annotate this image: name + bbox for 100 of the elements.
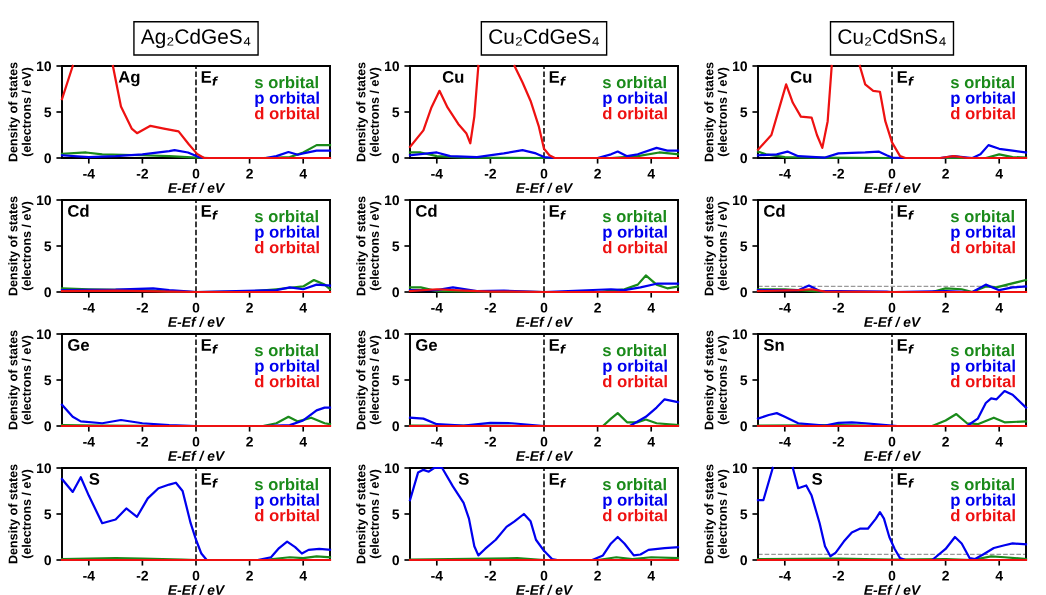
- x-tick-label: 0: [888, 570, 896, 581]
- y-tick-label: 5: [740, 241, 748, 252]
- x-tick-label: 4: [299, 168, 307, 179]
- x-axis-title: E-Ef / eV: [864, 316, 922, 328]
- text: s orbital: [602, 344, 666, 357]
- annotation: Cd: [416, 204, 437, 217]
- ref-line-label: E$_{f}$: [549, 473, 567, 488]
- series-label: p orbital: [951, 359, 1015, 376]
- x-axis-title: E-Ef / eV: [516, 316, 574, 328]
- x-tick-label: -4: [431, 302, 443, 313]
- series-label: p orbital: [603, 493, 667, 510]
- x-tick-label: -4: [779, 570, 791, 581]
- text: s orbital: [950, 210, 1014, 223]
- text: p orbital: [255, 225, 319, 242]
- x-tick-label: 0: [540, 168, 548, 179]
- annotation: Cd: [68, 204, 89, 217]
- text: d orbital: [602, 107, 667, 120]
- y-tick-label: 0: [740, 421, 748, 432]
- y-axis-title: Density of states (electrons / eV): [356, 330, 382, 430]
- x-tick-label: -4: [83, 436, 95, 447]
- text: s orbital: [254, 344, 318, 357]
- y-tick-label: 10: [385, 61, 400, 72]
- x-tick-label: 4: [299, 436, 307, 447]
- text: d orbital: [950, 241, 1015, 254]
- y-tick-label: 5: [740, 509, 748, 520]
- x-axis-title: E-Ef / eV: [516, 584, 574, 595]
- text: p orbital: [255, 91, 319, 108]
- y-tick-label: 5: [44, 241, 52, 252]
- x-tick-label: -2: [136, 570, 149, 581]
- x-tick-label: 2: [246, 168, 253, 179]
- x-tick-label: 2: [594, 436, 601, 447]
- x-tick-label: -2: [832, 570, 845, 581]
- text: s orbital: [602, 478, 666, 491]
- x-tick-label: 2: [594, 302, 601, 313]
- y-axis-title: Density of states (electrons / eV): [704, 62, 730, 162]
- x-tick-label: -2: [484, 168, 497, 179]
- series-label: p orbital: [255, 359, 319, 376]
- x-tick-label: 2: [246, 436, 253, 447]
- x-axis-title: E-Ef / eV: [864, 182, 922, 194]
- x-tick-label: 4: [299, 302, 307, 313]
- annotation: Ge: [68, 339, 90, 351]
- y-axis-title: Density of states (electrons / eV): [8, 62, 34, 162]
- ref-line-label: E$_{f}$: [549, 71, 567, 86]
- y-tick-label: 0: [392, 555, 400, 566]
- y-tick-label: 5: [44, 375, 52, 386]
- text: p orbital: [603, 225, 667, 242]
- y-tick-label: 10: [385, 329, 400, 340]
- y-tick-label: 5: [392, 375, 400, 386]
- text: p orbital: [603, 91, 667, 108]
- x-axis-title: E-Ef / eV: [168, 584, 226, 595]
- x-tick-label: -2: [484, 570, 497, 581]
- y-tick-label: 0: [740, 555, 748, 566]
- x-tick-label: -2: [832, 302, 845, 313]
- x-tick-label: 0: [192, 436, 200, 447]
- y-tick-label: 5: [740, 375, 748, 386]
- x-tick-label: 2: [594, 570, 601, 581]
- x-tick-label: 2: [942, 168, 949, 179]
- y-tick-label: 5: [44, 509, 52, 520]
- x-tick-label: -4: [779, 302, 791, 313]
- x-tick-label: -2: [832, 168, 845, 179]
- x-axis-title: E-Ef / eV: [168, 182, 226, 194]
- x-axis-title: E-Ef / eV: [516, 182, 574, 194]
- text: d orbital: [254, 375, 319, 388]
- y-axis-title: Density of states (electrons / eV): [704, 330, 730, 430]
- x-tick-label: 2: [942, 570, 949, 581]
- x-tick-label: 4: [995, 302, 1003, 313]
- x-tick-label: -4: [431, 436, 443, 447]
- chart-title: Ag₂CdGeS₄: [140, 28, 251, 49]
- text: p orbital: [951, 91, 1015, 108]
- x-tick-label: 4: [647, 570, 655, 581]
- ref-line-label: E$_{f}$: [549, 205, 567, 220]
- x-tick-label: -4: [83, 302, 95, 313]
- y-tick-label: 0: [392, 421, 400, 432]
- annotation: S: [812, 473, 823, 485]
- y-tick-label: 0: [392, 287, 400, 298]
- annotation: Sn: [763, 339, 784, 351]
- x-tick-label: 0: [192, 570, 200, 581]
- y-tick-label: 10: [385, 195, 400, 206]
- y-tick-label: 0: [392, 153, 400, 164]
- y-tick-label: 10: [37, 329, 52, 340]
- x-tick-label: -2: [484, 436, 497, 447]
- text: s orbital: [602, 210, 666, 223]
- x-tick-label: -4: [83, 168, 95, 179]
- y-axis-title: Density of states (electrons / eV): [356, 464, 382, 564]
- ref-line-label: E$_{f}$: [897, 473, 915, 488]
- x-axis-title: E-Ef / eV: [516, 450, 574, 462]
- x-tick-label: -2: [832, 436, 845, 447]
- y-tick-label: 5: [44, 107, 52, 118]
- annotation: S: [89, 473, 100, 485]
- x-tick-label: 0: [192, 302, 200, 313]
- y-tick-label: 0: [44, 287, 52, 298]
- annotation: Ag: [118, 71, 140, 87]
- x-tick-label: 2: [942, 302, 949, 313]
- series-label: p orbital: [951, 493, 1015, 510]
- x-tick-label: 4: [995, 570, 1003, 581]
- text: s orbital: [254, 76, 318, 89]
- text: d orbital: [950, 375, 1015, 388]
- x-tick-label: 2: [594, 168, 601, 179]
- y-tick-label: 5: [392, 509, 400, 520]
- text: d orbital: [602, 375, 667, 388]
